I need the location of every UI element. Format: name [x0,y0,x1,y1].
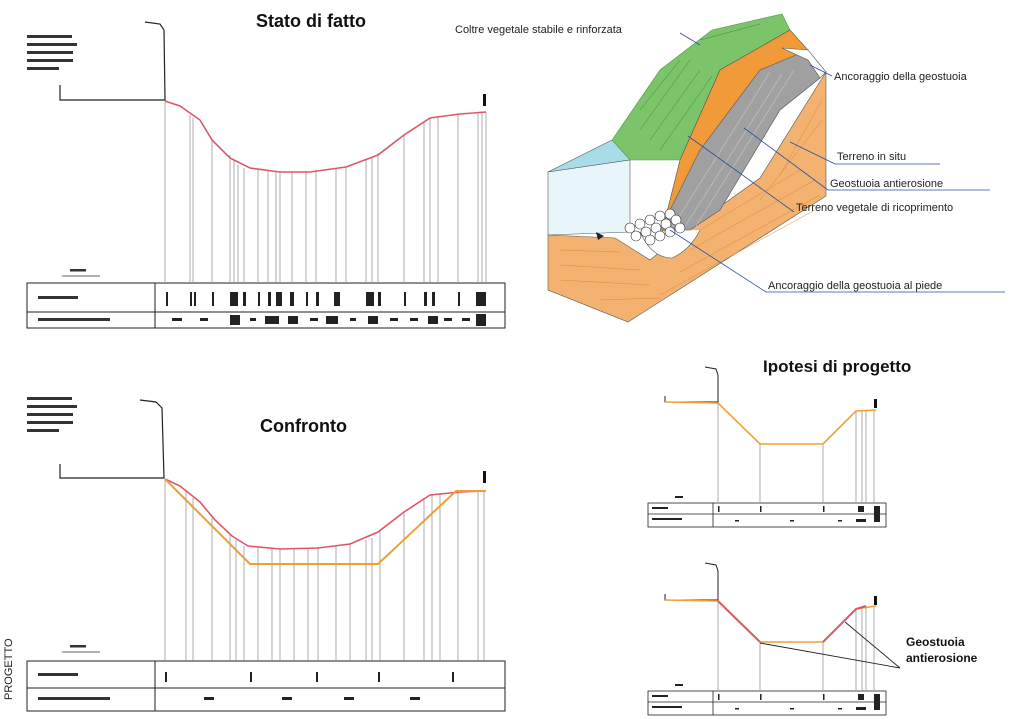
comparison-cartouche [27,397,77,432]
project-upper-table-marks [652,496,880,522]
existing-table-label-2 [38,318,110,321]
comparison-right-marker [483,471,486,483]
existing-table-ticks [166,292,486,326]
project-lower-table-marks [652,684,880,710]
vegetation-texture [639,23,761,151]
leader-toe-anchor [669,229,767,293]
flow-arrow-icon [596,232,604,240]
callout-leader-left [759,642,901,669]
existing-right-marker [483,94,486,106]
comparison-title: Confronto [260,416,347,436]
comparison-datum [62,645,100,653]
soil-hatch [559,99,823,301]
project-section: Ipotesi di progetto [647,357,978,716]
label-in-situ: Terreno in situ [837,151,906,163]
leader-in-situ [789,141,836,165]
project-upper-left-bank [664,366,719,403]
leader-geomat [743,127,829,191]
project-upper-marker [874,399,877,408]
existing-title: Stato di fatto [256,11,366,31]
comparison-verticals [164,479,485,660]
leader-topsoil [687,135,795,213]
comparison-table [26,660,506,712]
existing-table-label-1 [38,296,78,299]
comparison-table-label-1 [38,673,78,676]
project-title: Ipotesi di progetto [763,357,911,376]
existing-datum [62,269,100,277]
existing-table [26,282,506,329]
label-topsoil: Terreno vegetale di ricoprimento [796,202,953,214]
comparison-existing-profile [164,478,487,550]
project-lower-geomat [717,600,761,643]
project-lower-verticals [717,601,875,690]
side-label: PROGETTO [3,638,15,700]
leader-vegetation [679,32,701,46]
label-toe-anchor: Ancoraggio della geostuoia al piede [768,280,942,292]
callout-geomat-line2: antierosione [906,651,978,665]
comparison-table-label-2 [38,697,110,700]
existing-section: Stato di fatto [26,11,506,329]
water-front [547,159,631,236]
comparison-left-bank [59,399,165,479]
existing-cartouche [27,35,77,70]
project-lower-geomat-right [822,605,867,643]
existing-left-bank [59,21,166,101]
comparison-table-ticks [165,672,454,700]
project-upper-profile [664,401,877,445]
project-lower-marker [874,596,877,605]
soil-front [547,70,827,323]
callout-geomat-line1: Geostuoia [906,635,965,649]
project-upper-table [647,502,887,528]
toe-anchor-stones [624,208,686,246]
project-lower-table [647,690,887,716]
callout-leader-right [844,621,901,669]
comparison-project-profile [164,478,486,565]
label-vegetation: Coltre vegetale stabile e rinforzata [455,24,623,36]
geomat-texture [671,69,795,229]
top-anchor [781,47,827,79]
label-top-anchor: Ancoraggio della geostuoia [834,71,968,83]
label-geomat: Geostuoia antierosione [830,178,943,190]
block-diagram: Coltre vegetale stabile e rinforzata Anc… [455,13,1005,323]
existing-profile [164,100,487,173]
existing-verticals [164,101,487,282]
leader-top-anchor [809,64,833,77]
comparison-section: Confronto [3,397,506,712]
project-upper-verticals [717,403,875,502]
project-lower-left-bank [664,562,719,601]
